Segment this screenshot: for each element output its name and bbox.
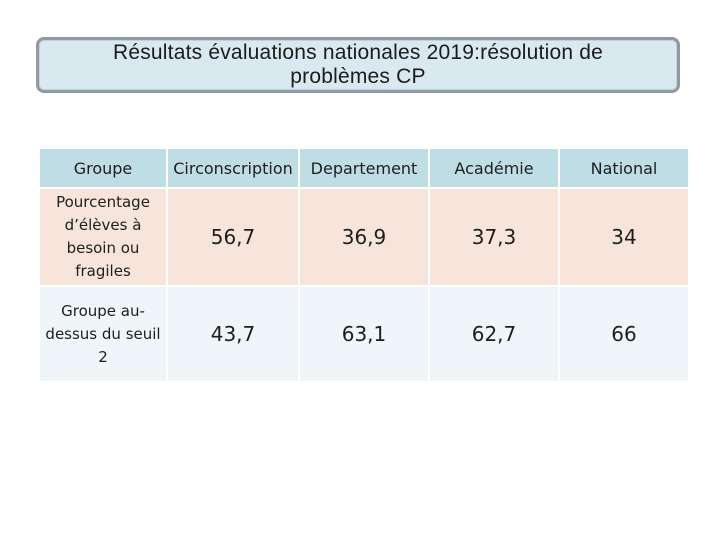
header-national: National <box>558 147 690 189</box>
slide-title-box: Résultats évaluations nationales 2019:ré… <box>36 37 680 93</box>
cell-circonscription: 43,7 <box>166 285 300 383</box>
table-row: Groupe au-dessus du seuil 2 43,7 63,1 62… <box>38 285 690 383</box>
header-departement: Departement <box>298 147 430 189</box>
header-circonscription: Circonscription <box>166 147 300 189</box>
row-label-au-dessus-seuil: Groupe au-dessus du seuil 2 <box>38 285 168 383</box>
cell-academie: 62,7 <box>428 285 560 383</box>
slide-title: Résultats évaluations nationales 2019:ré… <box>112 41 604 88</box>
results-table: Groupe Circonscription Departement Acadé… <box>38 147 690 383</box>
cell-national: 34 <box>558 187 690 287</box>
table-row: Pourcentage d’élèves à besoin ou fragile… <box>38 187 690 287</box>
table-header-row: Groupe Circonscription Departement Acadé… <box>38 147 690 189</box>
cell-academie: 37,3 <box>428 187 560 287</box>
row-label-besoin-fragiles: Pourcentage d’élèves à besoin ou fragile… <box>38 187 168 287</box>
cell-departement: 36,9 <box>298 187 430 287</box>
header-academie: Académie <box>428 147 560 189</box>
cell-circonscription: 56,7 <box>166 187 300 287</box>
header-groupe: Groupe <box>38 147 168 189</box>
cell-departement: 63,1 <box>298 285 430 383</box>
cell-national: 66 <box>558 285 690 383</box>
